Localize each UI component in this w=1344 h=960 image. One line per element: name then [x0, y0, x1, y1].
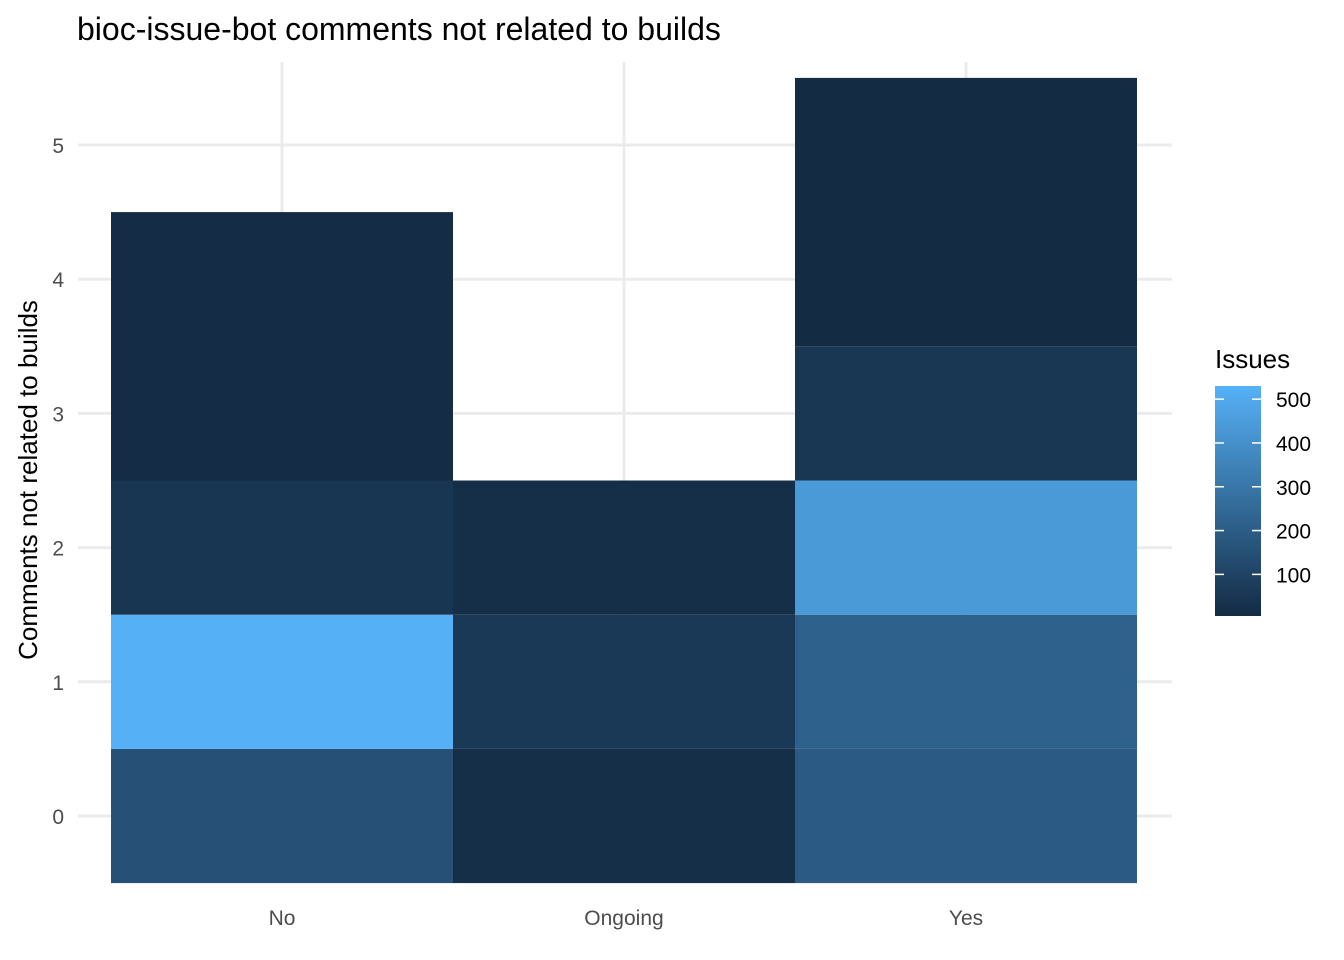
y-tick-label: 3 — [52, 403, 64, 426]
heatmap-cell — [795, 346, 1137, 481]
heatmap-cell — [111, 614, 453, 749]
legend-title: Issues — [1215, 344, 1290, 374]
legend-tick-label: 400 — [1276, 433, 1311, 456]
legend-ticks: 100 200 300 400 500 — [1215, 389, 1311, 587]
heatmap-cell — [453, 480, 795, 615]
heatmap-cell — [111, 748, 453, 884]
heatmap-cell — [111, 212, 453, 481]
y-axis-ticks: 0 1 2 3 4 5 — [52, 135, 64, 829]
legend-tick-label: 200 — [1276, 521, 1311, 544]
heatmap-cell — [795, 77, 1137, 347]
y-tick-label: 5 — [52, 135, 64, 158]
legend-colorbar — [1215, 386, 1261, 616]
heatmap-cell — [453, 614, 795, 749]
heatmap-cells — [111, 77, 1137, 884]
heatmap-cell — [795, 748, 1137, 884]
x-tick-label: Yes — [949, 907, 983, 930]
x-tick-label: Ongoing — [584, 907, 663, 930]
heatmap-cell — [795, 614, 1137, 749]
heatmap-cell — [453, 748, 795, 884]
y-tick-label: 2 — [52, 538, 64, 561]
x-axis-ticks: No Ongoing Yes — [269, 907, 984, 930]
y-tick-label: 0 — [52, 806, 64, 829]
heatmap-cell — [111, 480, 453, 615]
legend-tick-label: 300 — [1276, 477, 1311, 500]
chart-title: bioc-issue-bot comments not related to b… — [77, 11, 721, 47]
y-axis-title: Comments not related to builds — [13, 300, 43, 660]
y-tick-label: 1 — [52, 672, 64, 695]
color-legend: Issues 100 200 300 400 500 — [1215, 344, 1311, 616]
x-tick-label: No — [269, 907, 296, 930]
heatmap-cell — [795, 480, 1137, 615]
y-tick-label: 4 — [52, 269, 64, 292]
legend-tick-label: 100 — [1276, 564, 1311, 587]
legend-tick-label: 500 — [1276, 389, 1311, 412]
